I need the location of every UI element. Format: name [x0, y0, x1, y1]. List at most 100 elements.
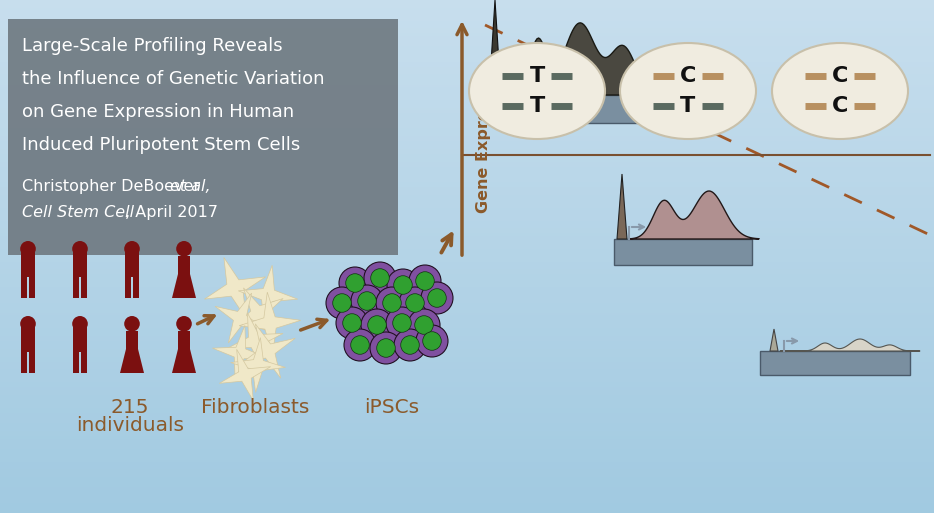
Circle shape	[394, 275, 412, 294]
Bar	[74, 327, 87, 352]
Bar	[0, 280, 934, 282]
Bar	[0, 82, 934, 85]
Bar	[0, 475, 934, 477]
Bar	[0, 269, 934, 272]
Bar	[0, 331, 934, 333]
Bar	[0, 400, 934, 403]
Bar	[0, 462, 934, 464]
Bar	[0, 459, 934, 462]
Polygon shape	[239, 292, 301, 354]
Bar	[0, 241, 934, 244]
Bar	[0, 80, 934, 82]
Circle shape	[358, 292, 376, 310]
Text: C: C	[680, 66, 696, 86]
Bar	[0, 510, 934, 513]
Bar	[0, 341, 934, 344]
Text: the Influence of Genetic Variation: the Influence of Genetic Variation	[22, 70, 324, 88]
Bar	[0, 38, 934, 41]
Bar	[0, 56, 934, 59]
Bar	[80, 277, 87, 298]
Text: Large-Scale Profiling Reveals: Large-Scale Profiling Reveals	[22, 37, 283, 55]
Bar	[0, 46, 934, 49]
Bar	[0, 51, 934, 54]
Bar	[0, 259, 934, 262]
Circle shape	[392, 314, 411, 332]
Bar	[0, 236, 934, 239]
Circle shape	[376, 339, 395, 357]
Bar	[0, 108, 934, 110]
Bar	[0, 159, 934, 162]
Circle shape	[415, 315, 433, 334]
Bar	[0, 128, 934, 131]
Bar	[21, 252, 35, 277]
Bar	[0, 126, 934, 128]
Bar	[0, 182, 934, 185]
Bar	[0, 354, 934, 357]
Bar	[0, 87, 934, 90]
Polygon shape	[780, 339, 920, 351]
Text: et al,: et al,	[170, 179, 211, 194]
Bar	[0, 359, 934, 362]
Circle shape	[416, 325, 448, 357]
Circle shape	[344, 329, 376, 361]
Bar	[0, 185, 934, 187]
Bar	[0, 431, 934, 433]
Polygon shape	[238, 265, 298, 325]
Bar	[0, 154, 934, 156]
Bar	[0, 405, 934, 408]
Text: 215: 215	[111, 398, 149, 417]
Polygon shape	[215, 293, 265, 343]
Bar	[0, 249, 934, 251]
Text: T: T	[530, 96, 545, 116]
Circle shape	[387, 269, 419, 301]
Polygon shape	[770, 329, 778, 351]
Bar	[0, 151, 934, 154]
Bar	[0, 144, 934, 146]
Circle shape	[386, 307, 418, 339]
Bar	[0, 210, 934, 213]
Bar	[0, 139, 934, 141]
Bar	[0, 387, 934, 390]
Bar	[0, 146, 934, 149]
Bar	[0, 490, 934, 492]
Bar	[0, 251, 934, 254]
Text: T: T	[680, 96, 696, 116]
Bar	[0, 313, 934, 315]
Bar	[0, 121, 934, 123]
Bar	[0, 49, 934, 51]
Bar	[0, 318, 934, 321]
Bar	[0, 285, 934, 287]
Bar	[0, 162, 934, 164]
Circle shape	[405, 294, 424, 312]
Bar	[0, 457, 934, 459]
Bar	[0, 187, 934, 190]
Bar	[0, 192, 934, 195]
Bar	[0, 23, 934, 26]
Bar	[0, 300, 934, 303]
Bar	[0, 423, 934, 426]
Circle shape	[364, 262, 396, 294]
Circle shape	[416, 272, 434, 290]
Bar	[0, 113, 934, 115]
Polygon shape	[205, 258, 265, 319]
Bar	[0, 436, 934, 439]
Bar	[0, 485, 934, 487]
Bar	[29, 277, 35, 298]
Bar	[0, 254, 934, 256]
Circle shape	[124, 241, 140, 256]
Bar	[0, 200, 934, 203]
Bar	[0, 505, 934, 508]
Bar	[0, 59, 934, 62]
Bar	[0, 90, 934, 92]
Bar	[0, 292, 934, 295]
Bar	[0, 0, 934, 3]
Text: iPSCs: iPSCs	[364, 398, 419, 417]
Bar	[0, 136, 934, 139]
Polygon shape	[508, 23, 668, 95]
Bar	[0, 85, 934, 87]
Bar	[0, 105, 934, 108]
Bar	[0, 367, 934, 369]
Bar	[0, 13, 934, 15]
Bar	[0, 349, 934, 351]
Circle shape	[177, 316, 191, 331]
